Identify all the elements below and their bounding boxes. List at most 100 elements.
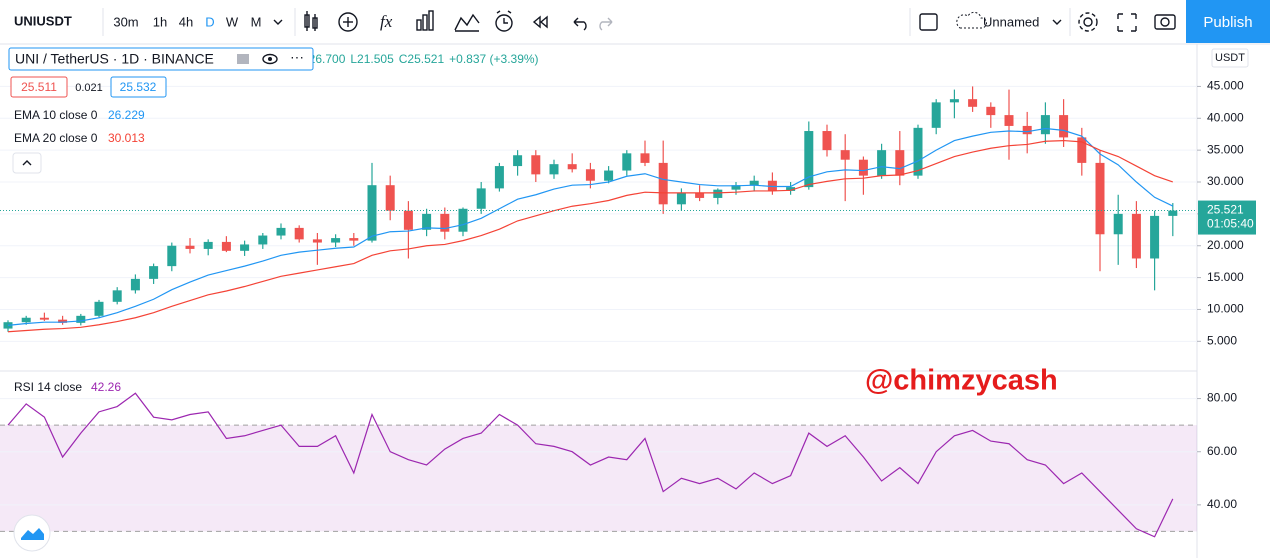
candle-body — [1168, 210, 1178, 216]
candle-body — [203, 241, 213, 249]
candle-body — [94, 301, 104, 316]
collapse-icon[interactable] — [22, 160, 32, 166]
watermark: @chimzycash — [865, 365, 1058, 397]
settings-icon[interactable] — [1078, 12, 1098, 32]
alert-chart-icon[interactable] — [454, 13, 480, 32]
candle-body — [1113, 213, 1123, 235]
layout-name[interactable]: Unnamed — [983, 14, 1039, 29]
fullscreen-layout-icon[interactable] — [919, 13, 938, 31]
candle-body — [549, 164, 559, 175]
interval-group: 30m 1h 4h D W M — [113, 14, 261, 29]
candle-body — [895, 150, 905, 176]
candle-body — [968, 99, 978, 107]
snapshot-icon[interactable] — [1154, 14, 1176, 30]
interval[interactable]: D — [205, 14, 214, 29]
candle-body — [422, 213, 432, 230]
y-tick-label: 10.000 — [1207, 302, 1244, 316]
undo-icon[interactable] — [573, 17, 587, 31]
candle-body — [185, 245, 195, 249]
replay-icon[interactable] — [532, 15, 548, 29]
y-tick-label: 5.000 — [1207, 333, 1237, 347]
last-price-label: 25.521 — [1207, 203, 1244, 217]
candle-style-icon[interactable] — [304, 11, 318, 31]
candle-body — [604, 170, 614, 181]
y-tick-label: 40.00 — [1207, 497, 1237, 511]
interval[interactable]: 30m — [113, 14, 138, 29]
axis-label-box — [1211, 48, 1249, 68]
y-tick-label: 35.000 — [1207, 142, 1244, 156]
countdown: 01:05:40 — [1207, 217, 1254, 231]
candle-body — [458, 208, 468, 232]
candle-body — [39, 317, 49, 320]
ema-line — [7, 139, 1173, 333]
ohlc-item: C25.521 — [399, 52, 445, 66]
rsi-legend: RSI 14 close — [14, 380, 82, 394]
symbol[interactable]: UNIUSDT — [14, 13, 72, 28]
last-price-box — [1198, 200, 1256, 235]
symbol-title[interactable]: UNI / TetherUS · 1D · BINANCE — [15, 51, 214, 67]
candle-body — [1077, 137, 1087, 163]
interval[interactable]: M — [251, 14, 262, 29]
candle-body — [331, 238, 341, 243]
redo-icon[interactable] — [599, 17, 613, 31]
axis-layer: 5.00010.00015.00020.00025.00030.00035.00… — [1197, 48, 1256, 511]
ask: 25.532 — [120, 80, 157, 94]
candle-body — [167, 245, 177, 267]
compare-icon[interactable] — [338, 12, 358, 32]
legend-value: 26.229 — [108, 108, 145, 122]
candle-body — [858, 159, 868, 176]
visibility-icon[interactable] — [262, 53, 278, 65]
candle-body — [949, 99, 959, 103]
ask-box — [110, 76, 167, 98]
layout-dropdown[interactable] — [1052, 19, 1062, 25]
candle-body — [112, 290, 122, 302]
candle-body — [476, 188, 486, 209]
candle-body — [731, 185, 741, 190]
candle-body — [367, 185, 377, 241]
candle-body — [622, 153, 632, 171]
candle-body — [713, 189, 723, 198]
symbol-box[interactable] — [8, 47, 314, 71]
candle-body — [21, 317, 31, 323]
ema-line — [7, 127, 1174, 326]
publish-button[interactable] — [1186, 0, 1270, 43]
publish-label[interactable]: Publish — [1203, 14, 1252, 31]
candle-body — [1022, 125, 1032, 135]
interval-dropdown[interactable] — [273, 19, 283, 25]
candle-body — [385, 185, 395, 211]
y-tick-label: 80.00 — [1207, 391, 1237, 405]
candle-body — [585, 169, 595, 181]
ohlc-item: L21.505 — [350, 52, 394, 66]
candle-body — [403, 210, 413, 230]
rsi-line — [7, 392, 1174, 538]
legend-value: 30.013 — [108, 131, 145, 145]
interval[interactable]: 1h — [153, 14, 167, 29]
candle-body — [531, 155, 541, 175]
plot-layer — [0, 86, 1197, 538]
templates-icon[interactable] — [416, 10, 434, 31]
flag-icon[interactable] — [237, 54, 249, 64]
candle-body — [1059, 115, 1069, 138]
y-axis-label: USDT — [1215, 52, 1245, 64]
candle-body — [149, 266, 159, 279]
candle-body — [58, 319, 68, 323]
indicators-icon[interactable]: fx — [380, 12, 393, 31]
bid: 25.511 — [21, 80, 57, 94]
candle-body — [822, 131, 832, 151]
candle-body — [840, 150, 850, 160]
more-icon[interactable]: ··· — [290, 49, 304, 65]
candle-body — [494, 166, 504, 189]
collapse-button[interactable] — [12, 152, 42, 174]
candle-body — [931, 102, 941, 128]
interval[interactable]: W — [226, 14, 239, 29]
alert-icon[interactable] — [495, 10, 513, 32]
cloud-icon[interactable] — [956, 11, 988, 29]
fullscreen-icon[interactable] — [1117, 13, 1137, 32]
candle-body — [440, 213, 450, 232]
candle-body — [986, 106, 996, 116]
rsi-legend-value: 42.26 — [91, 380, 121, 394]
y-tick-label: 20.000 — [1207, 238, 1244, 252]
candle-body — [1095, 162, 1105, 235]
interval[interactable]: 4h — [179, 14, 193, 29]
candle-body — [749, 180, 759, 186]
